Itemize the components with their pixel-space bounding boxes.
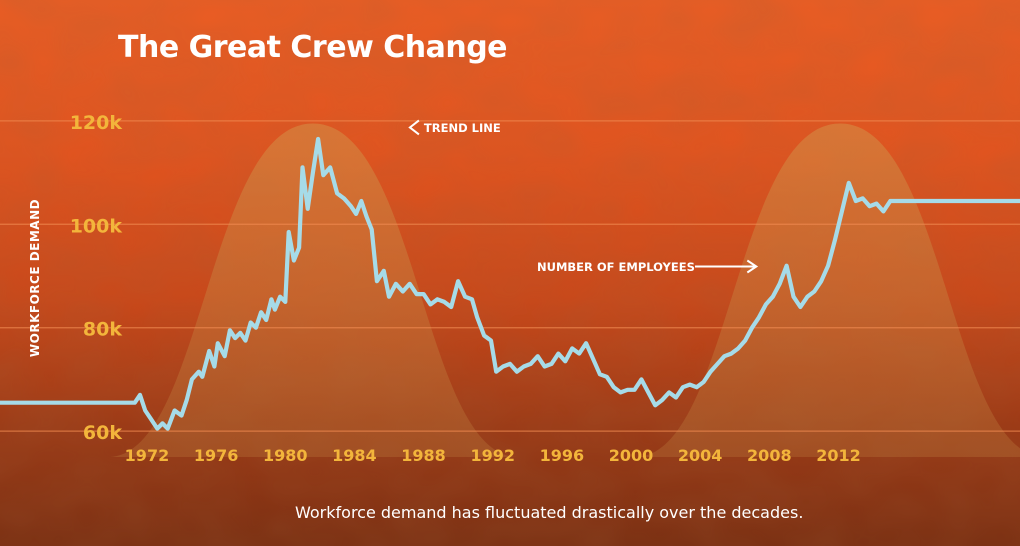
chart-title: The Great Crew Change (118, 30, 508, 65)
y-axis-tick-labels: 60k 80k 100k 120k (70, 112, 123, 444)
chart-caption: Workforce demand has fluctuated drastica… (295, 503, 804, 522)
x-tick-2008: 2008 (747, 446, 792, 465)
trend-band-1 (107, 123, 518, 457)
x-tick-2012: 2012 (816, 446, 861, 465)
x-tick-1988: 1988 (401, 446, 446, 465)
x-tick-1976: 1976 (194, 446, 239, 465)
x-axis-tick-labels: 1972 1976 1980 1984 1988 1992 1996 2000 2004 2008… (125, 446, 861, 465)
y-tick-120k: 120k (70, 112, 123, 134)
employees-arrow-head (746, 259, 759, 274)
employees-annotation: NUMBER OF EMPLOYEES (537, 260, 695, 274)
y-axis-label: WORKFORCE DEMAND (28, 198, 42, 358)
trend-band-2 (635, 123, 1020, 457)
x-tick-2000: 2000 (609, 446, 654, 465)
x-tick-1992: 1992 (470, 446, 515, 465)
series-group (0, 136, 1020, 431)
trend-band-group (107, 123, 1020, 457)
y-tick-80k: 80k (83, 319, 122, 341)
trend-line-annotation: TREND LINE (424, 121, 501, 135)
series-line-1 (0, 136, 1020, 431)
y-tick-60k: 60k (83, 422, 122, 444)
trend-line-arrow (408, 119, 420, 136)
grid-lines (0, 120, 1020, 432)
annotation-group: TREND LINE NUMBER OF EMPLOYEES (408, 119, 759, 274)
x-tick-1980: 1980 (263, 446, 308, 465)
x-tick-2004: 2004 (678, 446, 723, 465)
x-tick-1984: 1984 (332, 446, 377, 465)
x-tick-1996: 1996 (540, 446, 585, 465)
y-tick-100k: 100k (70, 215, 123, 237)
x-tick-1972: 1972 (125, 446, 170, 465)
